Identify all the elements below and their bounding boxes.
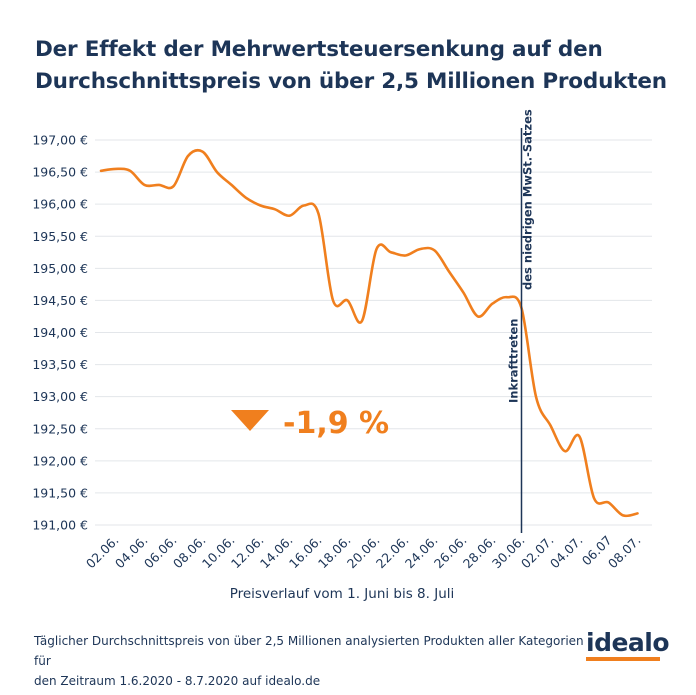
footnote-line-1: Täglicher Durchschnittspreis von über 2,…	[34, 634, 584, 668]
price-series-line	[99, 149, 639, 518]
logo-underline	[586, 657, 660, 661]
y-tick-label: 195,00 €	[32, 261, 88, 276]
logo-text: idealo	[586, 628, 670, 657]
x-tick-label: 08.07.	[605, 533, 644, 572]
x-axis-tick-labels: 02.06.04.06.06.06.08.06.10.06.12.06.14.0…	[83, 533, 644, 572]
y-axis-tick-labels: 197,00 € 196,50 € 196,00 € 195,50 € 195,00 €…	[32, 133, 88, 533]
idealo-logo: idealo	[586, 628, 670, 661]
y-tick-label: 195,50 €	[32, 229, 88, 244]
y-tick-label: 193,00 €	[32, 389, 88, 404]
y-tick-label: 197,00 €	[32, 133, 88, 148]
chart-title: Der Effekt der Mehrwertsteuersenkung auf…	[35, 34, 675, 98]
title-line-1: Der Effekt der Mehrwertsteuersenkung auf…	[35, 37, 603, 62]
x-axis-label: Preisverlauf vom 1. Juni bis 8. Juli	[230, 586, 455, 602]
y-tick-label: 196,00 €	[32, 197, 88, 212]
y-tick-label: 194,50 €	[32, 293, 88, 308]
y-tick-label: 192,50 €	[32, 421, 88, 436]
vat-cut-label-line-1: Inkrafttreten	[507, 319, 521, 404]
y-tick-label: 193,50 €	[32, 357, 88, 372]
down-triangle-icon	[231, 410, 269, 431]
y-tick-label: 191,00 €	[32, 518, 88, 533]
vat-cut-label-line-2: des niedrigen MwSt.-Satzes	[521, 109, 535, 290]
title-line-2: Durchschnittspreis von über 2,5 Millione…	[35, 69, 667, 94]
y-tick-label: 192,00 €	[32, 453, 88, 468]
y-tick-label: 194,00 €	[32, 325, 88, 340]
y-tick-label: 196,50 €	[32, 165, 88, 180]
grid-lines	[95, 139, 652, 526]
footnote-line-2: den Zeitraum 1.6.2020 - 8.7.2020 auf ide…	[34, 674, 321, 688]
footnote: Täglicher Durchschnittspreis von über 2,…	[34, 631, 594, 691]
price-change-label: -1,9 %	[283, 406, 389, 441]
x-tick-label: 04.07.	[547, 533, 586, 572]
line-chart: 197,00 € 196,50 € 196,00 € 195,50 € 195,00 €…	[32, 109, 652, 602]
y-tick-label: 191,50 €	[32, 485, 88, 500]
